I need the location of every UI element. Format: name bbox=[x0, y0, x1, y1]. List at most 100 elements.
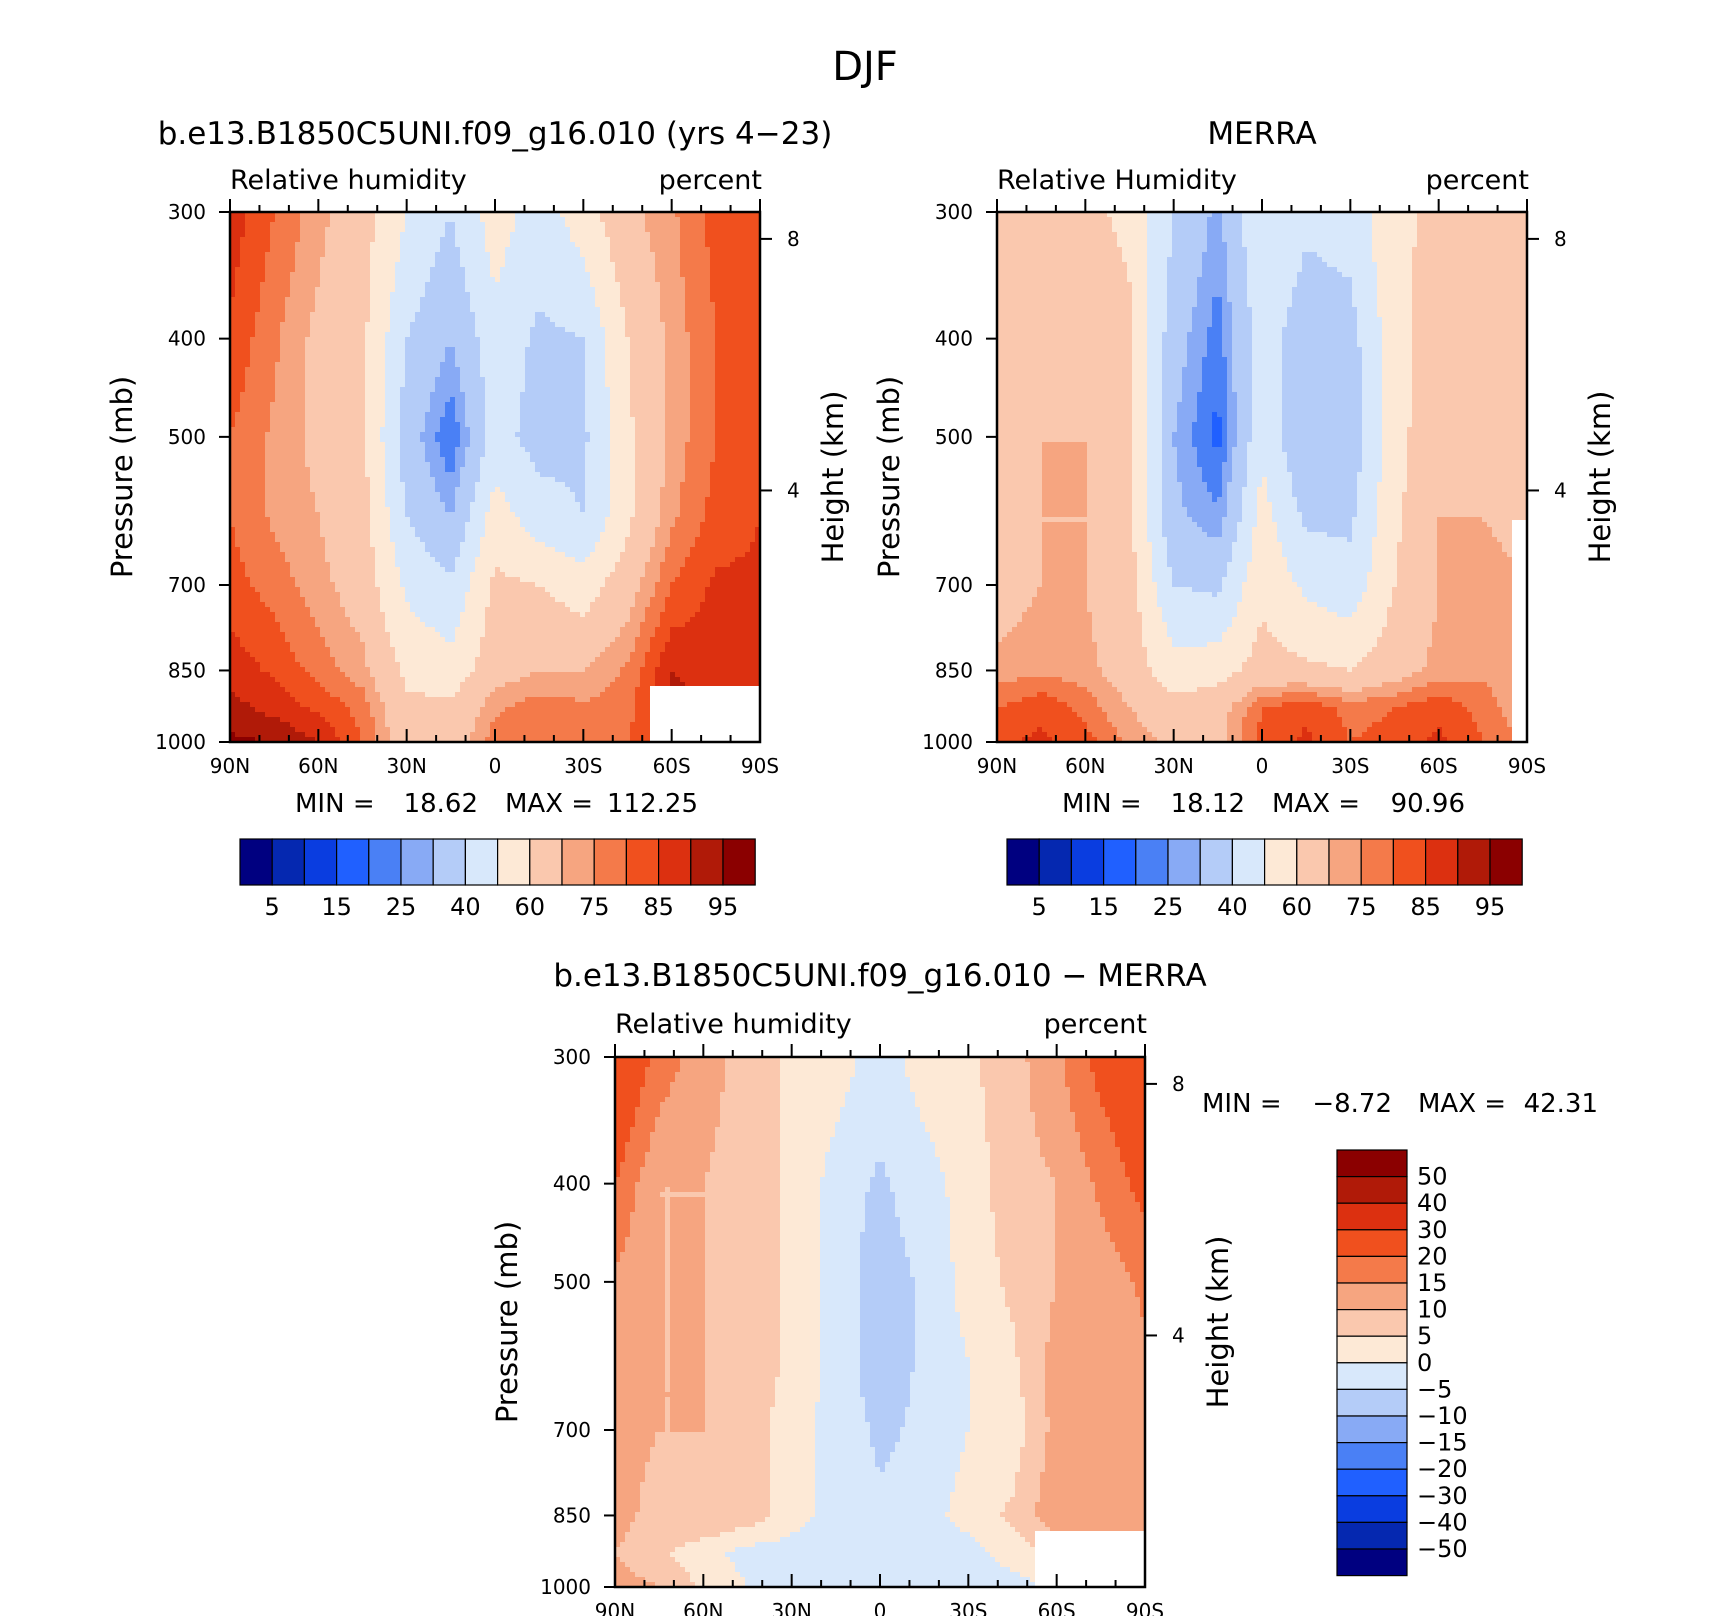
panel-model-cell bbox=[275, 237, 281, 243]
panel-model-cell bbox=[510, 412, 516, 418]
panel-model-cell bbox=[710, 307, 716, 313]
panel-model-cell bbox=[255, 222, 261, 228]
panel-model-cell bbox=[600, 417, 606, 423]
panel-model-cell bbox=[255, 297, 261, 303]
panel-model-cell bbox=[440, 392, 446, 398]
panel-model-cell bbox=[250, 252, 256, 258]
panel-model-cell bbox=[620, 292, 626, 298]
panel-model-cell bbox=[675, 357, 681, 363]
panel-model-cell bbox=[650, 242, 656, 248]
panel-model-cell bbox=[700, 247, 706, 253]
panel-model-cell bbox=[490, 217, 496, 223]
panel-model-cell bbox=[400, 337, 406, 343]
panel-model-cell bbox=[685, 402, 691, 408]
panel-model-cell bbox=[245, 237, 251, 243]
panel-model-cell bbox=[535, 322, 541, 328]
panel-model-cell bbox=[470, 432, 476, 438]
panel-model-cell bbox=[630, 247, 636, 253]
panel-model-cell bbox=[275, 337, 281, 343]
panel-model-cell bbox=[370, 367, 376, 373]
panel-model-cell bbox=[745, 372, 751, 378]
panel-model-cell bbox=[370, 232, 376, 238]
panel-model-cell bbox=[435, 342, 441, 348]
panel-model-cell bbox=[715, 222, 721, 228]
panel-model-cell bbox=[735, 392, 741, 398]
panel-model-cell bbox=[715, 402, 721, 408]
panel-model-cell bbox=[255, 322, 261, 328]
panel-model-cell bbox=[275, 402, 281, 408]
panel-model-cell bbox=[360, 382, 366, 388]
panel-model-cell bbox=[435, 297, 441, 303]
panel-model-cell bbox=[295, 212, 301, 218]
panel-model-cell bbox=[490, 212, 496, 218]
panel-model-cell bbox=[670, 327, 676, 333]
panel-model-cell bbox=[655, 287, 661, 293]
panel-model-cell bbox=[495, 412, 501, 418]
panel-model-cell bbox=[270, 372, 276, 378]
panel-model-cell bbox=[565, 262, 571, 268]
panel-model-cell bbox=[355, 237, 361, 243]
panel-model-cell bbox=[365, 382, 371, 388]
panel-model-cell bbox=[470, 397, 476, 403]
panel-model-cell bbox=[590, 397, 596, 403]
panel-model-cell bbox=[570, 217, 576, 223]
panel-model-cell bbox=[395, 232, 401, 238]
panel-model-cell bbox=[430, 347, 436, 353]
panel-model-cell bbox=[695, 227, 701, 233]
panel-model-cell bbox=[560, 257, 566, 263]
panel-model-cell bbox=[290, 262, 296, 268]
panel-model-cell bbox=[750, 317, 756, 323]
panel-model-cell bbox=[335, 347, 341, 353]
panel-model-cell bbox=[695, 212, 701, 218]
panel-model-cell bbox=[730, 397, 736, 403]
panel-model-cell bbox=[670, 312, 676, 318]
panel-model-cell bbox=[660, 332, 666, 338]
panel-model-cell bbox=[265, 432, 271, 438]
panel-model-cell bbox=[235, 392, 241, 398]
panel-model-cell bbox=[230, 272, 236, 278]
panel-model-cell bbox=[685, 392, 691, 398]
panel-model-cell bbox=[505, 242, 511, 248]
panel-model-cell bbox=[460, 347, 466, 353]
panel-model-cell bbox=[680, 272, 686, 278]
panel-model-cell bbox=[635, 347, 641, 353]
panel-model-cell bbox=[325, 352, 331, 358]
panel-model-cell bbox=[600, 397, 606, 403]
panel-model-cell bbox=[545, 407, 551, 413]
panel-model-cell bbox=[710, 297, 716, 303]
panel-model-cell bbox=[670, 412, 676, 418]
panel-model-cell bbox=[230, 262, 236, 268]
panel-model-cell bbox=[430, 332, 436, 338]
panel-model-cell bbox=[400, 247, 406, 253]
panel-model-cell bbox=[555, 222, 561, 228]
panel-model-cell bbox=[280, 272, 286, 278]
panel-model-cell bbox=[400, 212, 406, 218]
panel-model-cell bbox=[520, 327, 526, 333]
panel-model-cell bbox=[590, 262, 596, 268]
panel-model-cell bbox=[390, 432, 396, 438]
panel-model-cell bbox=[690, 347, 696, 353]
panel-model-cell bbox=[230, 442, 236, 448]
panel-model-cell bbox=[405, 392, 411, 398]
panel-model-cell bbox=[365, 322, 371, 328]
panel-model-cell bbox=[320, 217, 326, 223]
panel-model-cell bbox=[710, 282, 716, 288]
panel-model-cell bbox=[275, 352, 281, 358]
panel-model-cell bbox=[685, 252, 691, 258]
panel-model-cell bbox=[295, 442, 301, 448]
panel-model-cell bbox=[725, 392, 731, 398]
panel-model-cell bbox=[680, 232, 686, 238]
panel-model-cell bbox=[300, 287, 306, 293]
panel-model-cell bbox=[620, 232, 626, 238]
panel-model-cell bbox=[395, 212, 401, 218]
panel-model-cell bbox=[410, 337, 416, 343]
panel-model-cell bbox=[725, 312, 731, 318]
panel-model-cell bbox=[700, 357, 706, 363]
panel-model-cell bbox=[250, 387, 256, 393]
panel-model-cell bbox=[340, 257, 346, 263]
panel-model-cell bbox=[690, 292, 696, 298]
panel-model-cell bbox=[745, 252, 751, 258]
panel-model-cell bbox=[425, 362, 431, 368]
panel-model-cell bbox=[730, 322, 736, 328]
panel-model-cell bbox=[705, 322, 711, 328]
